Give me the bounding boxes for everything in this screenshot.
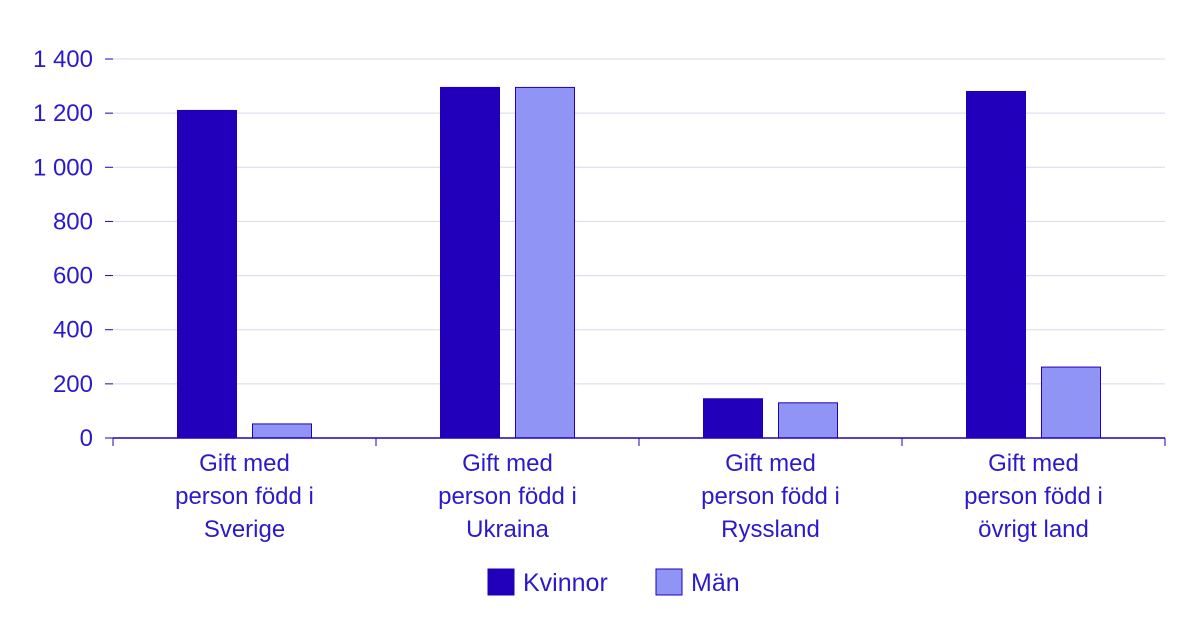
category-label-line: Gift med bbox=[462, 450, 553, 477]
y-tick-label: 800 bbox=[53, 208, 93, 235]
category-label: Gift med person född i Ryssland bbox=[701, 450, 840, 543]
legend-swatch-kvinnor bbox=[487, 568, 515, 596]
y-tick-label: 600 bbox=[53, 263, 93, 290]
category-label-line: Ryssland bbox=[721, 516, 820, 543]
gridlines bbox=[113, 58, 1165, 385]
category-label-line: Ukraina bbox=[466, 516, 549, 543]
y-tick-label: 1 200 bbox=[33, 100, 93, 127]
category-label-line: övrigt land bbox=[978, 516, 1089, 543]
category-label: Gift med person född i övrigt land bbox=[964, 450, 1103, 543]
bar-kvinnor-1 bbox=[440, 86, 500, 439]
legend-swatch-man bbox=[655, 568, 683, 596]
category-label-line: person född i bbox=[701, 483, 840, 510]
bar-kvinnor-0 bbox=[177, 109, 237, 439]
y-axis-ticks: 0 200 400 600 800 1 000 1 200 1 400 bbox=[33, 46, 113, 452]
bar-man-0 bbox=[252, 423, 312, 439]
category-label: Gift med person född i Sverige bbox=[175, 450, 314, 543]
legend-label-kvinnor: Kvinnor bbox=[523, 569, 608, 597]
bar-man-3 bbox=[1041, 366, 1101, 439]
legend: Kvinnor Män bbox=[487, 568, 740, 597]
y-tick-label: 200 bbox=[53, 371, 93, 398]
bars bbox=[177, 86, 1101, 439]
y-tick-label: 0 bbox=[80, 425, 93, 452]
category-label-line: person född i bbox=[964, 483, 1103, 510]
category-label-line: Gift med bbox=[988, 450, 1079, 477]
category-label-line: Sverige bbox=[204, 516, 285, 543]
category-labels: Gift med person född i Sverige Gift med pers… bbox=[175, 450, 1103, 543]
y-tick-label: 1 400 bbox=[33, 46, 93, 73]
category-label-line: person född i bbox=[438, 483, 577, 510]
y-tick-label: 400 bbox=[53, 317, 93, 344]
category-label-line: Gift med bbox=[199, 450, 290, 477]
bar-kvinnor-3 bbox=[966, 90, 1026, 439]
y-tick-label: 1 000 bbox=[33, 154, 93, 181]
bar-man-2 bbox=[778, 402, 838, 439]
bar-kvinnor-2 bbox=[703, 398, 763, 439]
category-label-line: person född i bbox=[175, 483, 314, 510]
x-axis-ticks bbox=[112, 438, 1166, 446]
bar-man-1 bbox=[515, 86, 575, 439]
category-label-line: Gift med bbox=[725, 450, 816, 477]
legend-label-man: Män bbox=[691, 569, 740, 597]
category-label: Gift med person född i Ukraina bbox=[438, 450, 577, 543]
